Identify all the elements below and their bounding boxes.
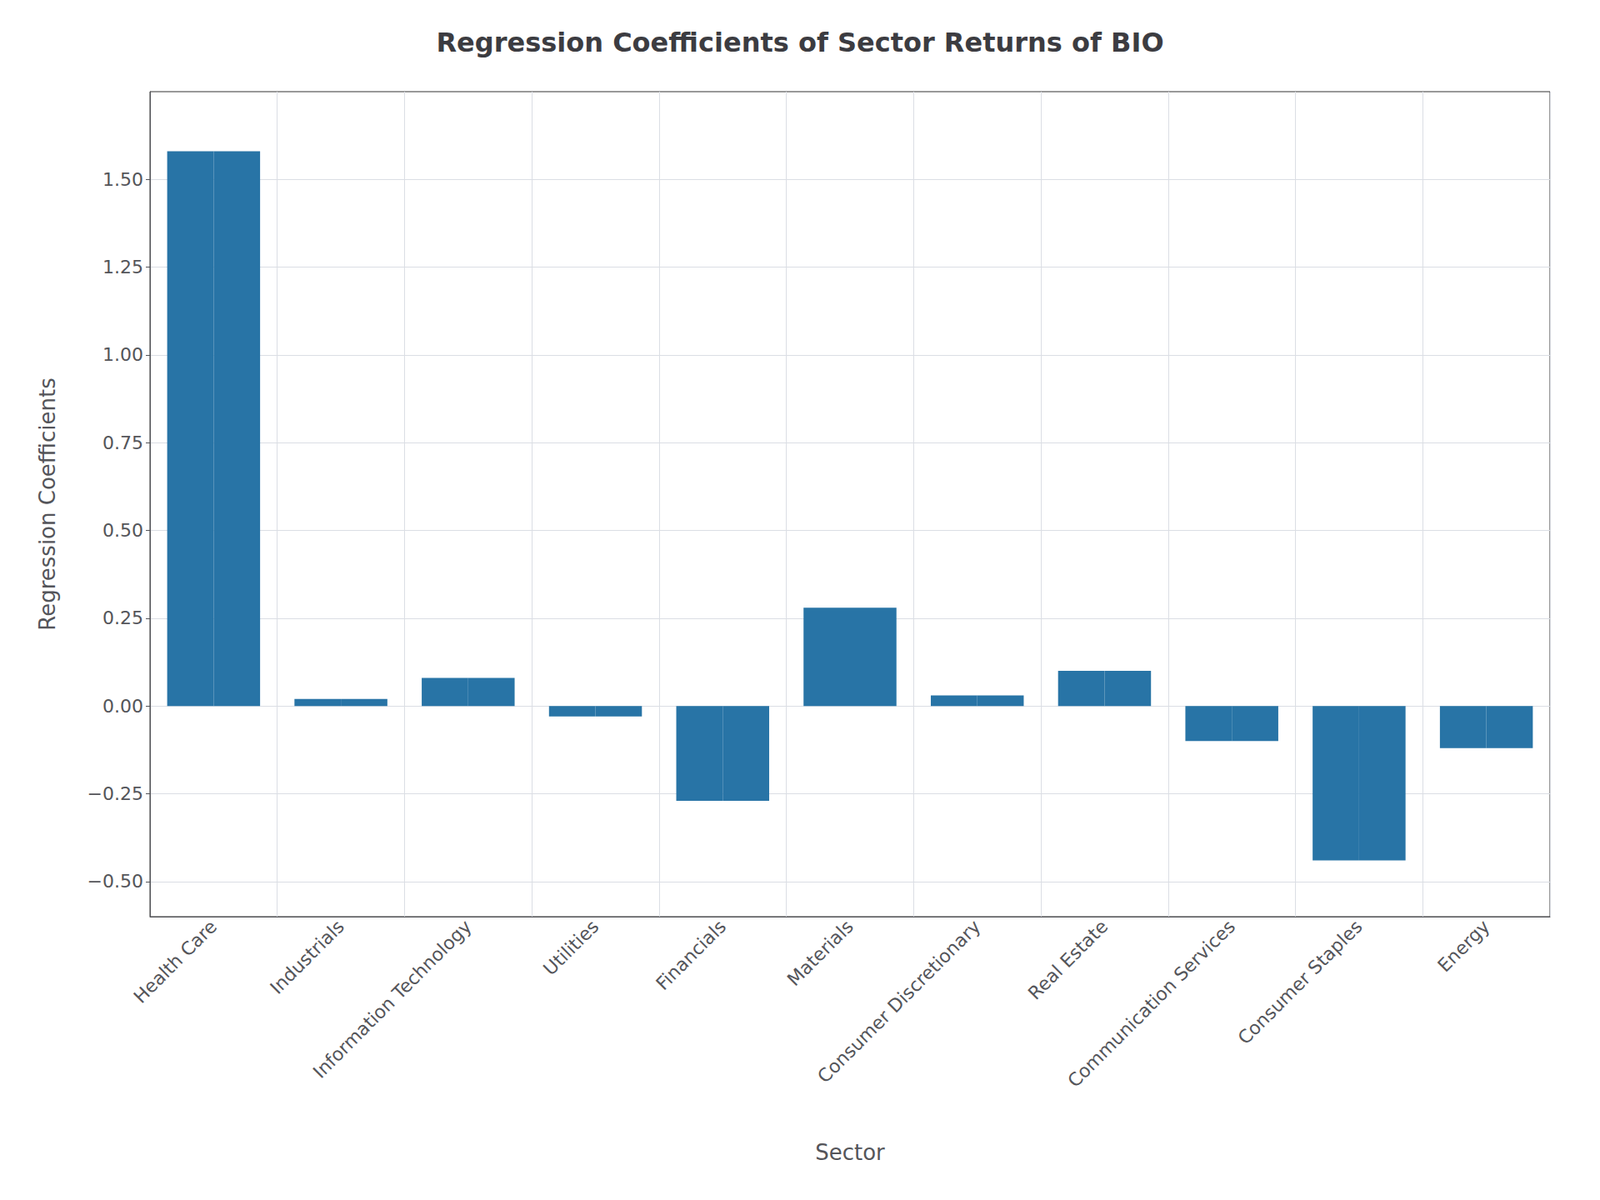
svg-text:Regression Coefficients of Sec: Regression Coefficients of Sector Return… xyxy=(435,26,1164,59)
svg-text:Information Technology: Information Technology xyxy=(309,915,476,1083)
svg-text:Health Care: Health Care xyxy=(130,915,222,1008)
svg-text:1.25: 1.25 xyxy=(102,256,144,278)
svg-text:Consumer Discretionary: Consumer Discretionary xyxy=(813,915,985,1087)
svg-text:Energy: Energy xyxy=(1433,915,1494,976)
svg-text:Industrials: Industrials xyxy=(265,915,349,999)
svg-text:0.25: 0.25 xyxy=(102,607,144,629)
svg-text:Materials: Materials xyxy=(783,915,858,990)
svg-text:Utilities: Utilities xyxy=(539,915,603,980)
svg-text:Real Estate: Real Estate xyxy=(1024,915,1112,1004)
svg-text:0.50: 0.50 xyxy=(102,520,144,541)
svg-text:−0.25: −0.25 xyxy=(87,783,144,805)
svg-text:Consumer Staples: Consumer Staples xyxy=(1234,915,1367,1049)
svg-text:0.00: 0.00 xyxy=(102,695,144,717)
svg-text:0.75: 0.75 xyxy=(102,432,144,454)
svg-text:Sector: Sector xyxy=(815,1140,885,1165)
svg-text:Communication Services: Communication Services xyxy=(1063,915,1240,1092)
svg-text:1.50: 1.50 xyxy=(102,169,144,190)
svg-text:Regression Coefficients: Regression Coefficients xyxy=(35,377,60,630)
svg-text:Financials: Financials xyxy=(651,915,730,995)
svg-text:−0.50: −0.50 xyxy=(87,870,144,892)
svg-text:1.00: 1.00 xyxy=(102,344,144,365)
